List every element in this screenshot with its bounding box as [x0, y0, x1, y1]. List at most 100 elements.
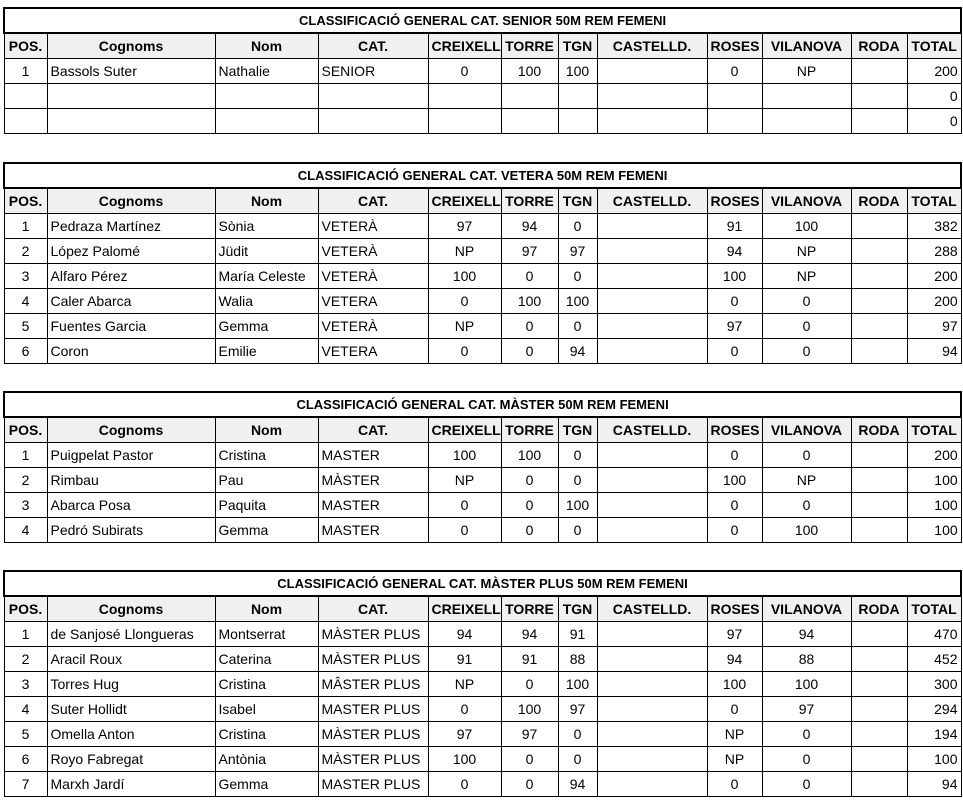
- cell-roda: [850, 746, 908, 772]
- cell-creixell: 0: [427, 771, 502, 797]
- cell-total: 97: [906, 313, 962, 339]
- cell-torre: 100: [500, 696, 559, 722]
- cell-pos: 6: [3, 338, 48, 364]
- column-header: ROSES: [706, 416, 763, 443]
- cell-nom: Gemma: [214, 517, 319, 543]
- cell-castelld: [596, 442, 708, 468]
- column-header: TORRE: [500, 32, 559, 59]
- cell-creixell: 97: [427, 721, 502, 747]
- cell-castelld: [596, 517, 708, 543]
- cell-roda: [850, 467, 908, 493]
- cell-pos: 1: [3, 621, 48, 647]
- cell-cognoms: [46, 83, 216, 109]
- column-header: CAT.: [317, 32, 429, 59]
- column-header: TGN: [557, 595, 598, 622]
- column-header: TGN: [557, 32, 598, 59]
- cell-roses: 0: [706, 517, 763, 543]
- cell-roda: [850, 721, 908, 747]
- cell-nom: Cristina: [214, 442, 319, 468]
- column-header: VILANOVA: [761, 595, 852, 622]
- column-header: CREIXELL: [427, 32, 502, 59]
- cell-castelld: [596, 646, 708, 672]
- cell-vilanova: 0: [761, 338, 852, 364]
- cell-cognoms: Omella Anton: [46, 721, 216, 747]
- column-header: CREIXELL: [427, 187, 502, 214]
- table-row: 3 Torres Hug Cristina MÂSTER PLUS NP 0 100 100 1…: [3, 671, 962, 697]
- cell-creixell: [427, 83, 502, 109]
- cell-tgn: [557, 108, 598, 134]
- cell-tgn: 0: [557, 721, 598, 747]
- cell-cognoms: Caler Abarca: [46, 288, 216, 314]
- cell-torre: 0: [500, 467, 559, 493]
- cell-castelld: [596, 313, 708, 339]
- cell-castelld: [596, 238, 708, 264]
- cell-total: 200: [906, 58, 962, 84]
- cell-roses: 0: [706, 58, 763, 84]
- cell-total: 200: [906, 263, 962, 289]
- table-row: 5 Omella Anton Cristina MÀSTER PLUS 97 97 0 NP 0…: [3, 721, 962, 747]
- cell-tgn: 0: [557, 442, 598, 468]
- cell-creixell: NP: [427, 671, 502, 697]
- cell-cat: VETERÀ: [317, 213, 429, 239]
- column-header: TOTAL: [906, 595, 962, 622]
- cell-castelld: [596, 263, 708, 289]
- cell-roses: NP: [706, 746, 763, 772]
- cell-roda: [850, 492, 908, 518]
- cell-total: 100: [906, 746, 962, 772]
- column-header: TORRE: [500, 595, 559, 622]
- cell-pos: 5: [3, 721, 48, 747]
- table-row: 4 Pedró Subirats Gemma MASTER 0 0 0 0 100 100: [3, 517, 962, 543]
- cell-vilanova: 0: [761, 288, 852, 314]
- table-row: 3 Abarca Posa Paquita MASTER 0 0 100 0 0 100: [3, 492, 962, 518]
- column-header: POS.: [3, 416, 48, 443]
- cell-torre: 0: [500, 746, 559, 772]
- cell-cognoms: Alfaro Pérez: [46, 263, 216, 289]
- cell-torre: 0: [500, 263, 559, 289]
- cell-cat: MÂSTER PLUS: [317, 671, 429, 697]
- cell-roses: [706, 83, 763, 109]
- cell-pos: 3: [3, 492, 48, 518]
- cell-roda: [850, 621, 908, 647]
- table-row: 4 Caler Abarca Walia VETERA 0 100 100 0 0 200: [3, 288, 962, 314]
- table-row: 3 Alfaro Pérez María Celeste VETERÀ 100 0 0 100…: [3, 263, 962, 289]
- cell-cognoms: Pedraza Martínez: [46, 213, 216, 239]
- cell-cognoms: Marxh Jardí: [46, 771, 216, 797]
- standings-table: CLASSIFICACIÓ GENERAL CAT. SENIOR 50M RE…: [2, 7, 963, 134]
- cell-pos: 3: [3, 671, 48, 697]
- cell-roda: [850, 313, 908, 339]
- cell-cat: MASTER: [317, 517, 429, 543]
- cell-total: 100: [906, 517, 962, 543]
- cell-creixell: 94: [427, 621, 502, 647]
- cell-roda: [850, 671, 908, 697]
- cell-roda: [850, 288, 908, 314]
- cell-cat: [317, 108, 429, 134]
- cell-roses: 0: [706, 288, 763, 314]
- cell-roses: 0: [706, 338, 763, 364]
- cell-castelld: [596, 58, 708, 84]
- cell-nom: Gemma: [214, 313, 319, 339]
- cell-castelld: [596, 771, 708, 797]
- cell-pos: 2: [3, 646, 48, 672]
- column-header: ROSES: [706, 595, 763, 622]
- cell-cognoms: Coron: [46, 338, 216, 364]
- cell-roses: 94: [706, 646, 763, 672]
- cell-roda: [850, 83, 908, 109]
- cell-cat: MÀSTER PLUS: [317, 621, 429, 647]
- cell-nom: Caterina: [214, 646, 319, 672]
- standings-table: CLASSIFICACIÓ GENERAL CAT. MÀSTER PLUS 5…: [3, 570, 962, 797]
- cell-castelld: [596, 213, 708, 239]
- cell-creixell: NP: [427, 238, 502, 264]
- table-title: CLASSIFICACIÓ GENERAL CAT. VETERA 50M RE…: [2, 162, 963, 189]
- column-header: RODA: [850, 595, 908, 622]
- cell-castelld: [596, 83, 708, 109]
- cell-cat: VETERÀ: [317, 238, 429, 264]
- cell-torre: 91: [500, 646, 559, 672]
- cell-roda: [850, 771, 908, 797]
- cell-vilanova: 100: [761, 213, 852, 239]
- cell-total: 294: [906, 696, 962, 722]
- cell-pos: 4: [3, 696, 48, 722]
- cell-castelld: [596, 108, 708, 134]
- cell-cognoms: Fuentes Garcia: [46, 313, 216, 339]
- table-title: CLASSIFICACIÓ GENERAL CAT. MÀSTER PLUS 5…: [3, 570, 962, 597]
- cell-roda: [850, 517, 908, 543]
